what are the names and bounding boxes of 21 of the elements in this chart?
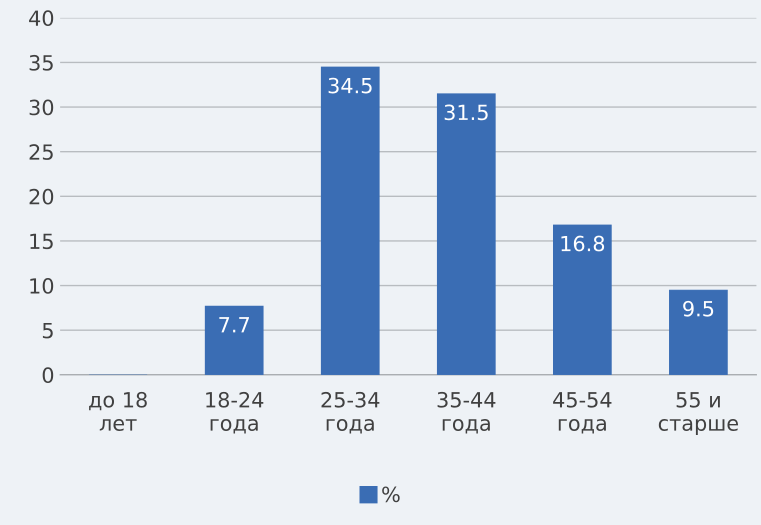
x-tick-label: 35-44 года	[438, 392, 496, 434]
y-tick-label: 15	[30, 234, 53, 250]
y-tick-label: 0	[42, 367, 54, 384]
x-tick-label: до 18 лет	[89, 392, 147, 431]
y-tick-label: 20	[30, 188, 54, 205]
x-tick-label: 25-34 года	[322, 392, 380, 434]
y-tick-label: 5	[42, 322, 53, 338]
data-label: 9.5	[683, 300, 714, 317]
data-label: 16.8	[561, 236, 604, 252]
y-tick-label: 40	[29, 10, 54, 26]
data-label: 34.5	[328, 78, 372, 94]
x-tick-label: 55 и старше	[658, 392, 738, 436]
y-tick-label: 30	[30, 100, 54, 116]
data-label: 31.5	[444, 104, 488, 120]
y-tick-label: 25	[30, 144, 53, 160]
x-tick-label: 18-24 года	[206, 392, 264, 434]
data-label: 7.7	[219, 317, 249, 332]
y-tick-label: 10	[30, 278, 54, 294]
x-tick-label: 45-54 года	[553, 392, 612, 434]
y-tick-label: 35	[30, 54, 53, 71]
legend-label: %	[382, 486, 400, 502]
